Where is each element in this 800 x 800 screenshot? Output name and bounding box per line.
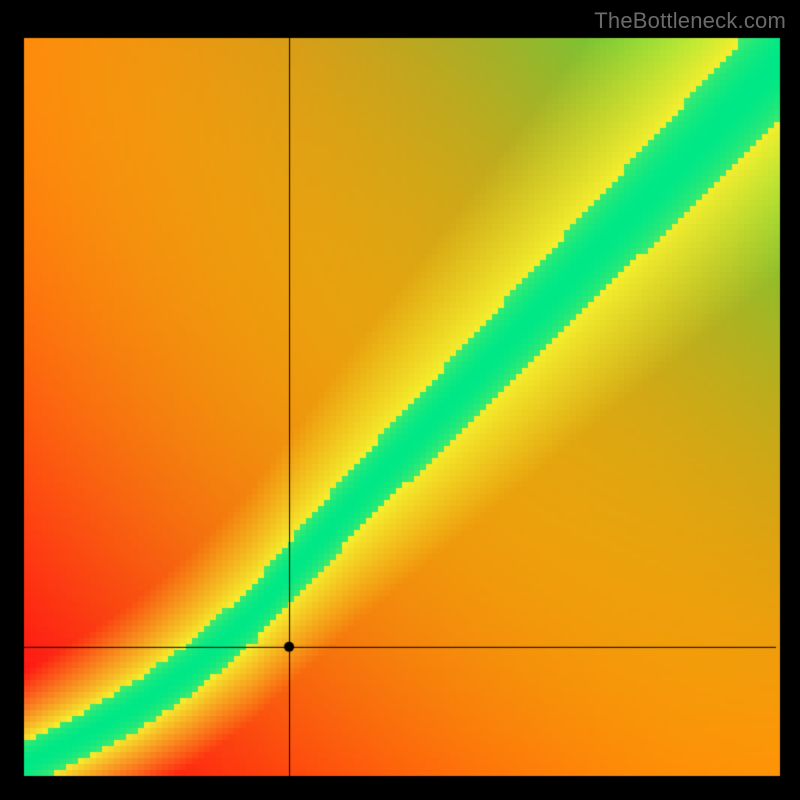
heatmap-canvas: [0, 0, 800, 800]
watermark-text: TheBottleneck.com: [594, 8, 786, 34]
chart-container: TheBottleneck.com: [0, 0, 800, 800]
